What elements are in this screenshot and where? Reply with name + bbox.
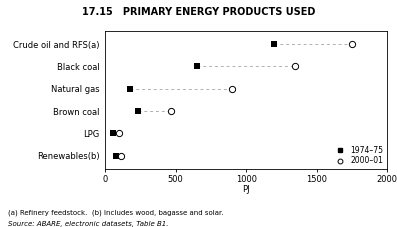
Point [229,87,235,91]
Text: Source: ABARE, electronic datasets, Table B1.: Source: ABARE, electronic datasets, Tabl… [8,221,168,227]
Point [110,132,116,135]
Point [194,64,200,68]
Point [292,64,299,68]
X-axis label: PJ: PJ [242,185,250,194]
Point [116,132,122,135]
Point [118,154,124,158]
Text: (a) Refinery feedstock.  (b) Includes wood, bagasse and solar.: (a) Refinery feedstock. (b) Includes woo… [8,210,224,217]
Point [135,109,141,113]
Point [127,87,133,91]
Point [349,42,355,46]
Point [168,109,175,113]
Point [113,154,119,158]
Legend: 1974–75, 2000–01: 1974–75, 2000–01 [333,146,383,165]
Point [271,42,278,46]
Text: 17.15   PRIMARY ENERGY PRODUCTS USED: 17.15 PRIMARY ENERGY PRODUCTS USED [82,7,315,17]
